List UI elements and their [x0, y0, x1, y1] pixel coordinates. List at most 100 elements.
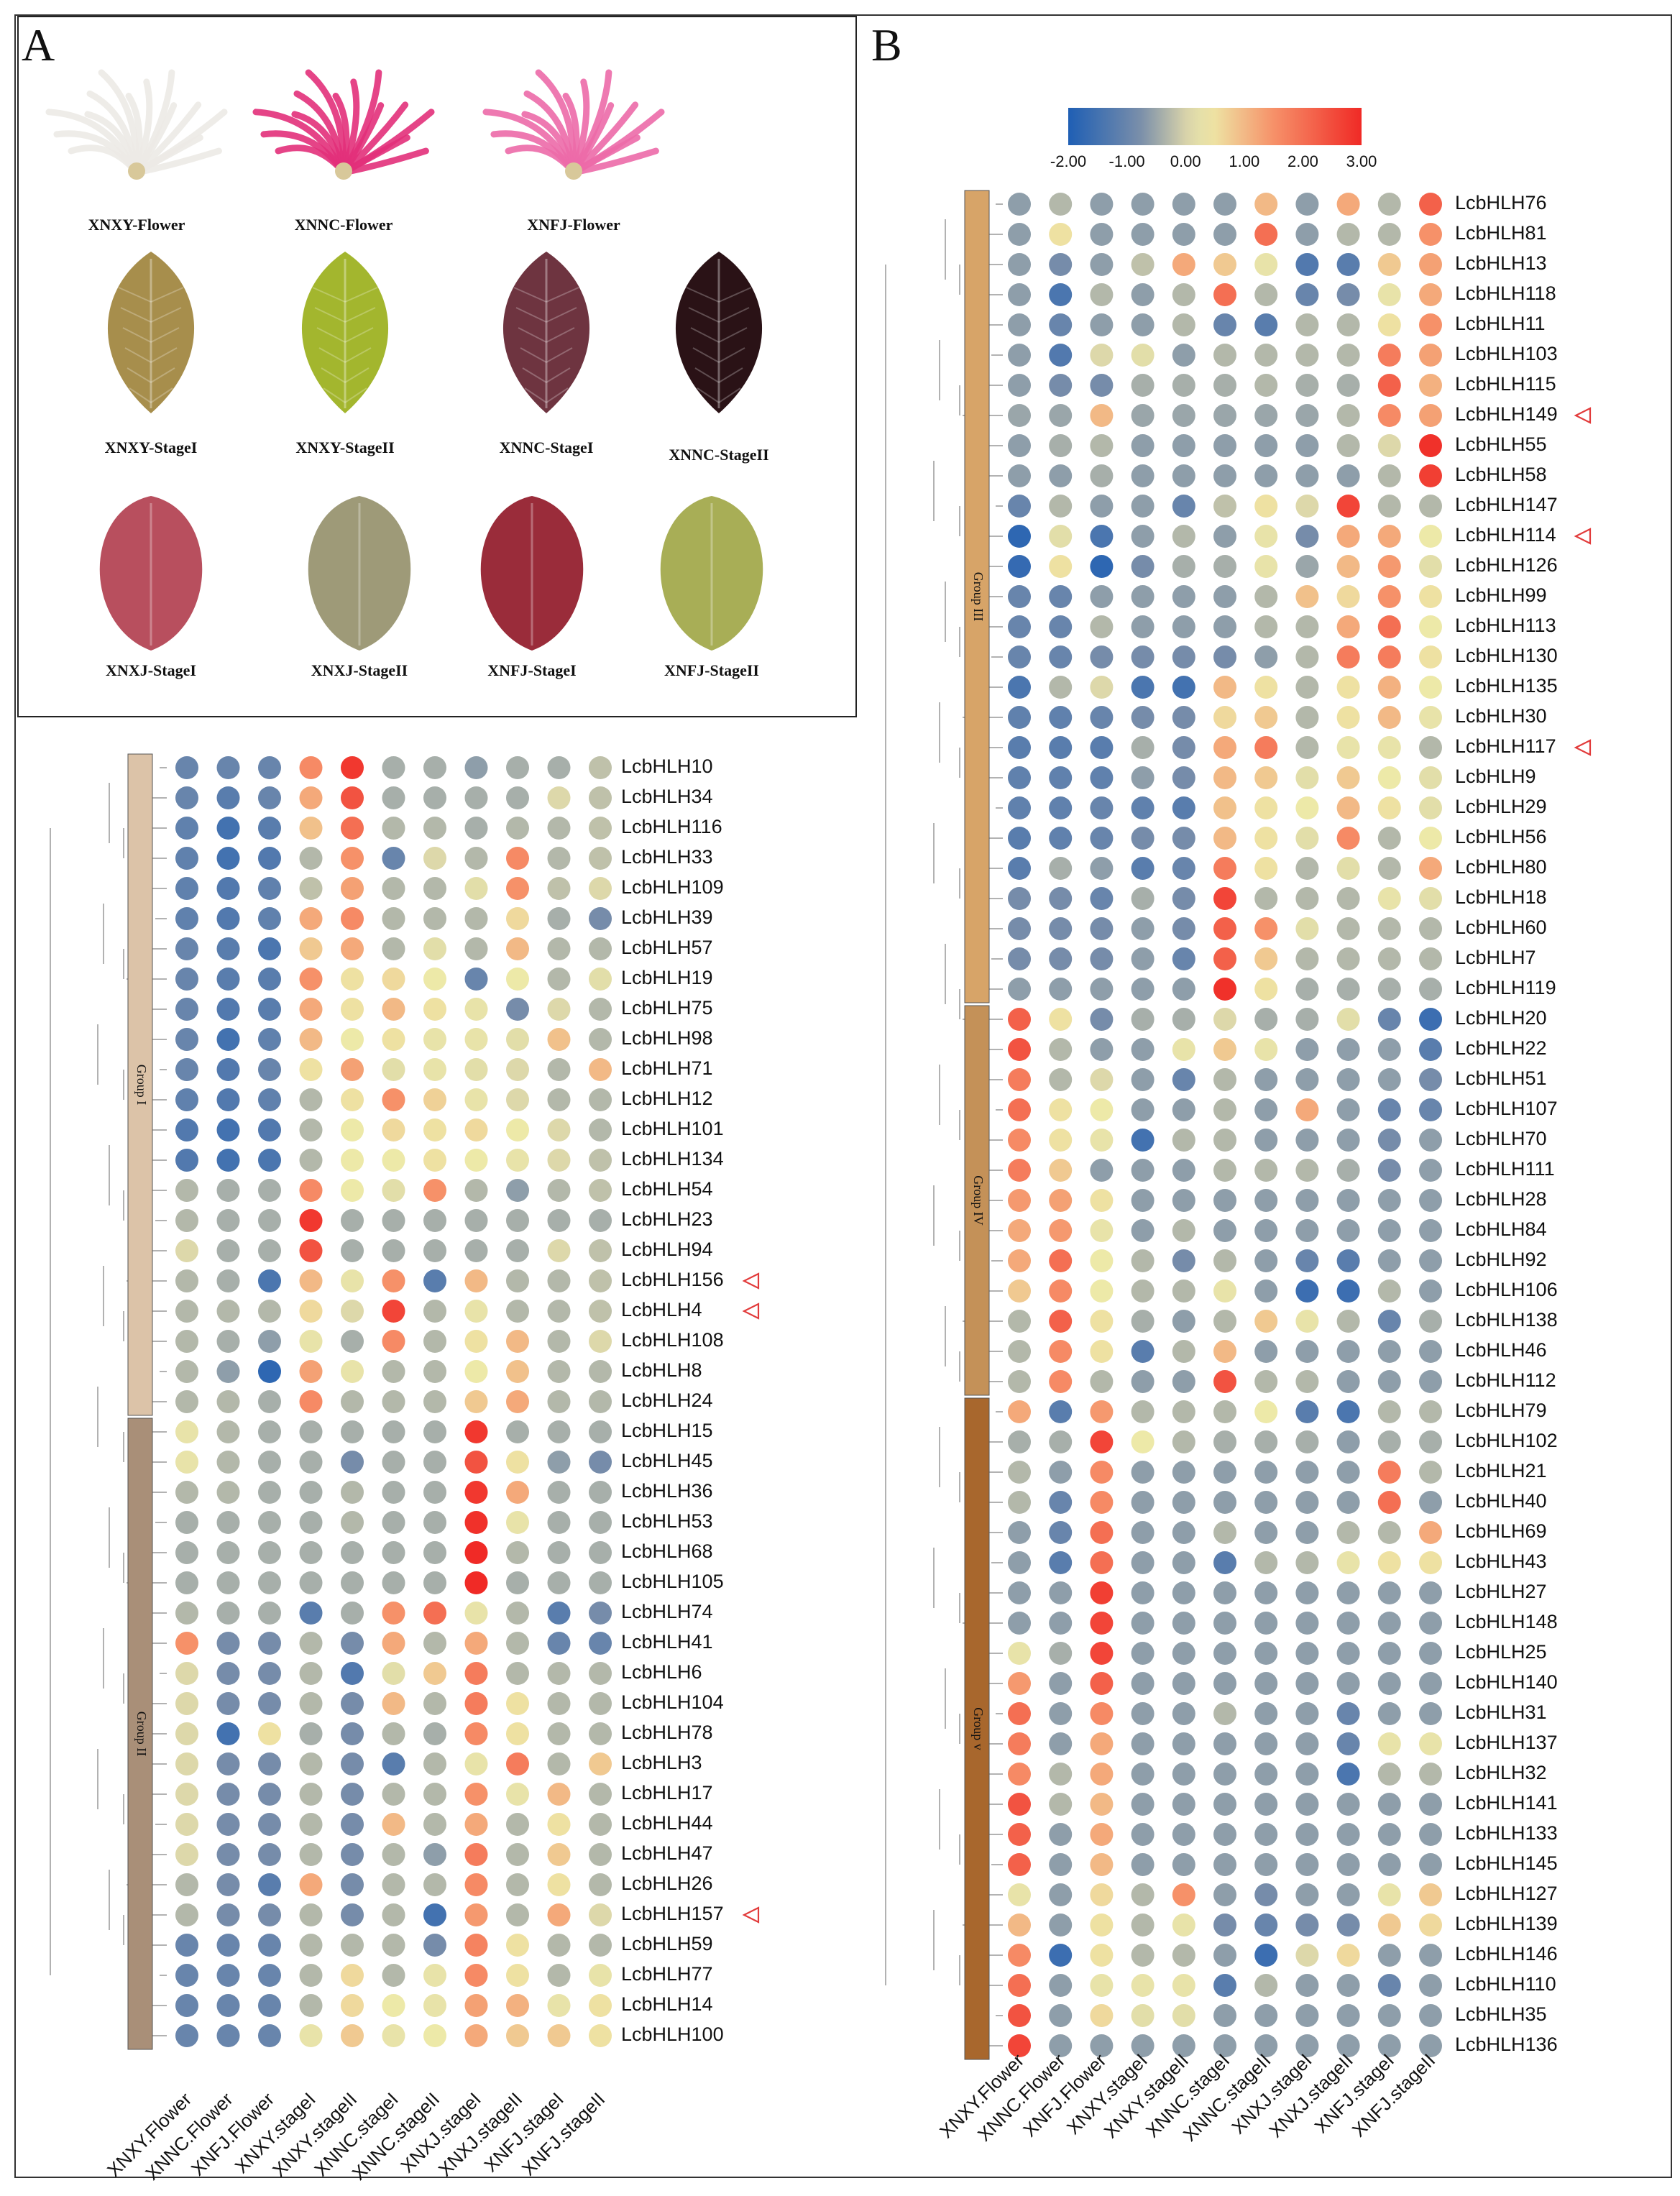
heatmap-cell	[1008, 766, 1031, 789]
heatmap-cell	[1131, 1521, 1155, 1544]
heatmap-cell	[1049, 1672, 1073, 1695]
heatmap-cell	[258, 1903, 281, 1926]
heatmap-cell	[1172, 1098, 1195, 1121]
heatmap-cell	[1336, 1612, 1360, 1635]
heatmap-cell	[1377, 495, 1401, 518]
row-label: LcbHLH26	[621, 1873, 713, 1894]
heatmap-cell	[1377, 1219, 1401, 1242]
heatmap-cell	[423, 937, 446, 960]
heatmap-cell	[1213, 1129, 1236, 1152]
heatmap-cell	[1419, 1642, 1442, 1665]
heatmap-cell	[1254, 1914, 1278, 1937]
heatmap-cell	[1049, 917, 1073, 940]
heatmap-cell	[1172, 404, 1195, 427]
heatmap-cell	[382, 1632, 405, 1655]
heatmap-cell	[1172, 1129, 1195, 1152]
heatmap-cell	[1090, 1189, 1114, 1212]
heatmap-cell	[1008, 2034, 1031, 2057]
heatmap-cell	[423, 1420, 446, 1443]
heatmap-cell	[1419, 253, 1442, 276]
heatmap-cell	[1377, 344, 1401, 367]
row-label: LcbHLH58	[1455, 464, 1547, 485]
heatmap-cell	[1049, 374, 1073, 397]
heatmap-cell	[1213, 434, 1236, 457]
group-label: Group IV	[971, 1175, 986, 1226]
heatmap-cell	[547, 1783, 571, 1806]
row-label: LcbHLH81	[1455, 222, 1547, 244]
heatmap-cell	[1336, 1793, 1360, 1816]
heatmap-cell	[1131, 1461, 1155, 1484]
heatmap-cell	[341, 1269, 364, 1292]
heatmap-cell	[1254, 1098, 1278, 1121]
heatmap-cell	[1419, 1914, 1442, 1937]
heatmap-cell	[1336, 1823, 1360, 1846]
row-label: LcbHLH137	[1455, 1732, 1558, 1753]
heatmap-cell	[1172, 1883, 1195, 1906]
heatmap-cell	[1295, 1461, 1319, 1484]
heatmap-cell	[464, 1662, 488, 1685]
heatmap-cell	[1049, 736, 1073, 759]
heatmap-cell	[547, 1722, 571, 1745]
row-label: LcbHLH8	[621, 1359, 702, 1381]
heatmap-cell	[1254, 1068, 1278, 1091]
heatmap-cell	[1172, 1340, 1195, 1363]
heatmap-cell	[1131, 1551, 1155, 1574]
heatmap-cell	[1254, 1732, 1278, 1755]
heatmap-cell	[506, 1330, 529, 1353]
heatmap-cell	[258, 1783, 281, 1806]
heatmap-cell	[1172, 1219, 1195, 1242]
heatmap-cell	[464, 907, 488, 930]
heatmap-cell	[1295, 1370, 1319, 1393]
heatmap-cell	[589, 877, 612, 900]
heatmap-cell	[464, 1269, 488, 1292]
heatmap-cell	[382, 1300, 405, 1323]
heatmap-cell	[1254, 736, 1278, 759]
heatmap-cell	[1254, 525, 1278, 548]
heatmap-cell	[1008, 1823, 1031, 1846]
heatmap-cell	[547, 1752, 571, 1775]
heatmap-cell	[1295, 736, 1319, 759]
heatmap-cell	[175, 907, 198, 930]
heatmap-cell	[464, 1481, 488, 1504]
heatmap-cell	[506, 1752, 529, 1775]
heatmap-cell	[1336, 1732, 1360, 1755]
heatmap-cell	[547, 1058, 571, 1081]
heatmap-cell	[464, 1722, 488, 1745]
row-label: LcbHLH46	[1455, 1339, 1547, 1361]
heatmap-cell	[1295, 1883, 1319, 1906]
heatmap-cell	[1008, 495, 1031, 518]
heatmap-cell	[1213, 857, 1236, 880]
heatmap-cell	[547, 756, 571, 779]
row-label: LcbHLH80	[1455, 856, 1547, 878]
row-label: LcbHLH111	[1455, 1158, 1555, 1180]
row-label: LcbHLH51	[1455, 1067, 1547, 1089]
heatmap-cell	[464, 2024, 488, 2047]
heatmap-cell	[423, 968, 446, 991]
heatmap-cell	[1090, 2034, 1114, 2057]
heatmap-cell	[589, 1541, 612, 1564]
heatmap-cell	[1254, 193, 1278, 216]
row-label: LcbHLH34	[621, 786, 713, 807]
heatmap-cell	[1377, 1008, 1401, 1031]
heatmap-cell	[1090, 1853, 1114, 1876]
heatmap-cell	[1295, 1974, 1319, 1997]
heatmap-cell	[547, 1541, 571, 1564]
heatmap-cell	[1419, 555, 1442, 578]
heatmap-cell	[589, 1390, 612, 1413]
row-label: LcbHLH103	[1455, 343, 1558, 364]
heatmap-cell	[299, 1420, 323, 1443]
heatmap-cell	[1131, 1159, 1155, 1182]
heatmap-cell	[1419, 1159, 1442, 1182]
heatmap-cell	[216, 1632, 240, 1655]
heatmap-cell	[547, 998, 571, 1021]
heatmap-cell	[1131, 404, 1155, 427]
heatmap-cell	[506, 937, 529, 960]
heatmap-cell	[1336, 615, 1360, 638]
heatmap-cell	[506, 1239, 529, 1262]
marker-arrow	[1574, 528, 1592, 545]
heatmap-cell	[1377, 1914, 1401, 1937]
heatmap-cell	[1419, 1581, 1442, 1604]
heatmap-cell	[1131, 796, 1155, 819]
marker-arrow	[742, 1303, 760, 1320]
